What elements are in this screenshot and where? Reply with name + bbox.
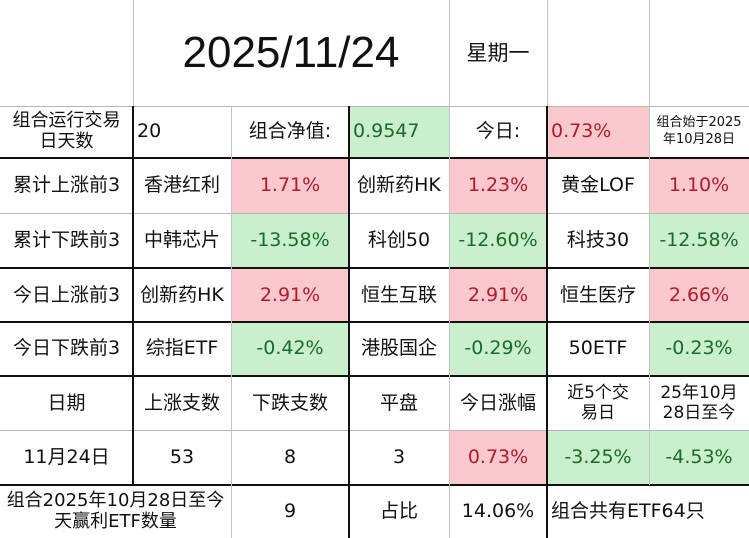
ranking-item-name: 恒生医疗 xyxy=(559,283,636,306)
ranking-item-value: 1.23% xyxy=(449,159,547,213)
grid-line xyxy=(449,0,450,106)
grid-line xyxy=(133,0,134,106)
ranking-item-value: -12.60% xyxy=(449,213,547,268)
ratio-value: 14.06% xyxy=(461,499,535,522)
days-value: 20 xyxy=(137,119,162,142)
stats-up-count: 53 xyxy=(169,446,195,469)
stats-header: 今日涨幅 xyxy=(459,391,536,414)
grid-line xyxy=(547,0,548,106)
nav-value: 0.9547 xyxy=(349,106,449,157)
ranking-item-value: -13.58% xyxy=(231,213,349,268)
grid-line xyxy=(649,0,650,106)
grid-line xyxy=(0,321,749,323)
weekday: 星期一 xyxy=(466,40,530,65)
grid-line xyxy=(348,106,350,538)
stats-flat-count: 3 xyxy=(392,446,406,469)
start-note: 组合始于2025年10月28日 xyxy=(656,114,742,147)
ranking-item-value: 1.71% xyxy=(231,159,349,213)
ranking-item-value: -12.58% xyxy=(649,213,749,268)
grid-line xyxy=(231,106,232,538)
ranking-item-value: 2.91% xyxy=(449,269,547,322)
profit-count: 9 xyxy=(283,499,297,522)
ratio-label: 占比 xyxy=(379,499,418,522)
total-note: 组合共有ETF64只 xyxy=(551,499,705,522)
grid-line xyxy=(0,106,749,107)
stats-header: 近5个交易日 xyxy=(567,382,629,423)
grid-line xyxy=(0,375,749,377)
stats-since-start-change: -4.53% xyxy=(649,431,749,485)
today-value: 0.73% xyxy=(547,106,649,157)
stats-5day-change: -3.25% xyxy=(547,431,649,485)
grid-line xyxy=(0,430,749,431)
ranking-item-name: 恒生互联 xyxy=(360,283,437,306)
ranking-item-value: -0.29% xyxy=(449,322,547,375)
stats-date: 11月24日 xyxy=(23,446,110,469)
stats-down-count: 8 xyxy=(283,446,297,469)
stats-header: 上涨支数 xyxy=(143,391,220,414)
ranking-item-name: 中韩芯片 xyxy=(143,228,220,251)
nav-label: 组合净值: xyxy=(248,119,332,142)
ranking-item-name: 创新药HK xyxy=(357,174,441,197)
grid-line xyxy=(449,106,450,538)
ranking-item-name: 港股国企 xyxy=(360,336,437,359)
date-title: 2025/11/24 xyxy=(182,27,400,77)
ranking-label: 今日下跌前3 xyxy=(12,336,121,359)
ranking-item-value: 1.10% xyxy=(649,159,749,213)
ranking-item-value: 2.66% xyxy=(649,269,749,322)
ranking-item-value: 2.91% xyxy=(231,269,349,322)
ranking-item-name: 黄金LOF xyxy=(561,174,635,197)
grid-line xyxy=(0,157,749,159)
grid-line xyxy=(0,484,749,486)
ranking-item-value: -0.42% xyxy=(231,322,349,375)
stats-header: 平盘 xyxy=(379,391,418,414)
stats-header: 25年10月28日至今 xyxy=(660,382,738,423)
stats-header: 下跌支数 xyxy=(251,391,328,414)
grid-line xyxy=(546,106,548,538)
ranking-label: 累计下跌前3 xyxy=(12,228,121,251)
ranking-label: 累计上涨前3 xyxy=(12,174,121,197)
ranking-item-name: 科技30 xyxy=(566,228,630,251)
profit-label: 组合2025年10月28日至今天赢利ETF数量 xyxy=(6,489,225,532)
grid-line xyxy=(649,106,650,485)
ranking-item-name: 50ETF xyxy=(568,336,628,359)
ranking-item-name: 创新药HK xyxy=(140,283,224,306)
grid-line xyxy=(132,106,134,485)
ranking-item-value: -0.23% xyxy=(649,322,749,375)
stats-today-change: 0.73% xyxy=(449,431,547,485)
ranking-label: 今日上涨前3 xyxy=(12,283,121,306)
grid-line xyxy=(0,267,749,269)
days-label: 组合运行交易日天数 xyxy=(12,109,121,152)
ranking-item-name: 香港红利 xyxy=(143,174,220,197)
stats-header: 日期 xyxy=(47,391,86,414)
today-label: 今日: xyxy=(475,119,521,142)
ranking-item-name: 综指ETF xyxy=(145,336,219,359)
ranking-item-name: 科创50 xyxy=(367,228,431,251)
grid-line xyxy=(0,213,749,214)
